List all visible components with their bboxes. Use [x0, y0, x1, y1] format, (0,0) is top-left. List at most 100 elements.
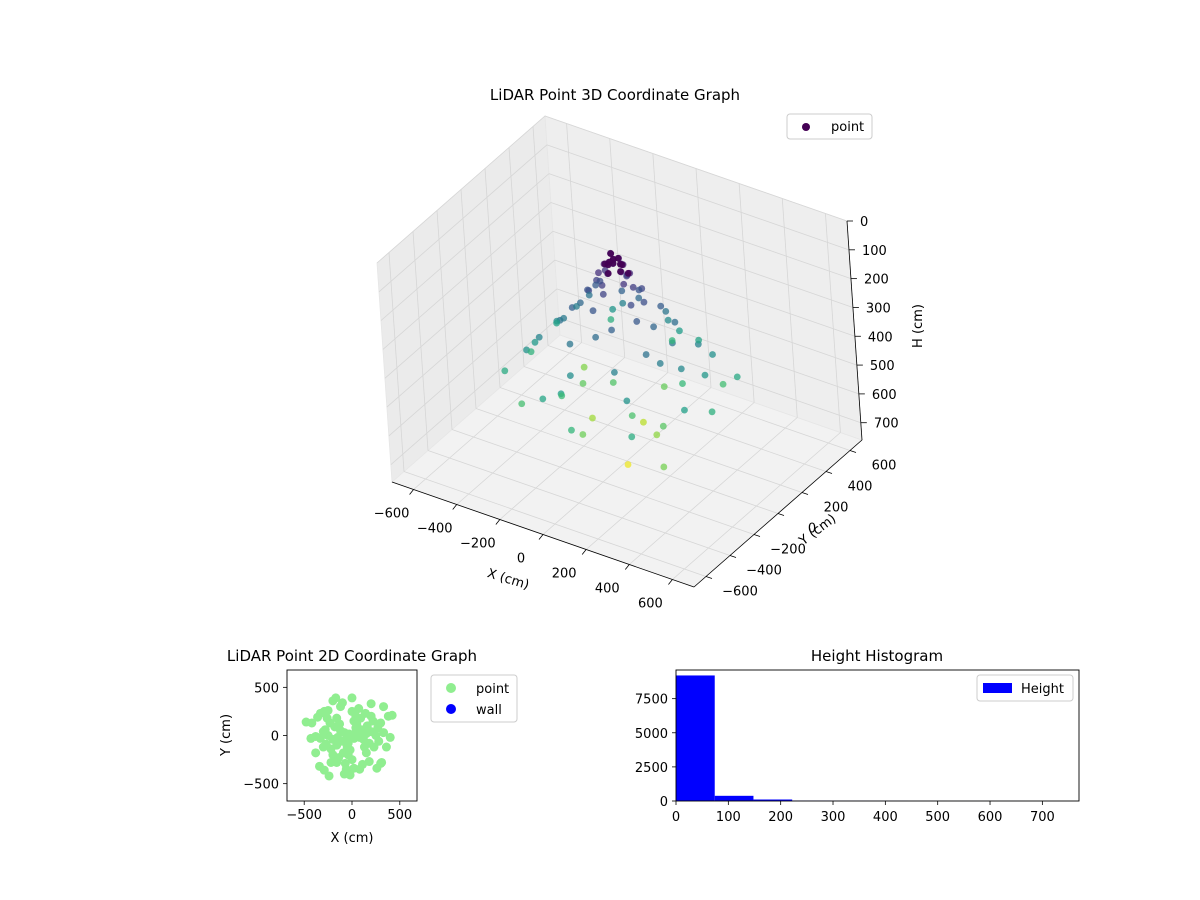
- data-point-3d: [501, 367, 509, 375]
- grid-line-y: [484, 168, 501, 388]
- chart-2d-legend-point-marker: [446, 683, 456, 693]
- chart-2d-legend-wall-marker: [446, 704, 456, 714]
- data-point-3d: [596, 277, 604, 285]
- grid-line-y: [508, 147, 525, 367]
- data-point-2d-point: [387, 710, 397, 720]
- tick-mark-y: [729, 555, 737, 558]
- tick-label-z: 700: [874, 417, 899, 432]
- data-point-2d-point: [366, 699, 376, 709]
- tick-mark-x: [452, 504, 458, 510]
- data-point-3d: [620, 280, 628, 288]
- data-point-3d: [708, 408, 716, 416]
- grid-line-z: [546, 144, 850, 251]
- data-point-3d: [640, 298, 648, 306]
- data-point-3d: [656, 360, 664, 367]
- data-point-2d-point: [376, 718, 386, 728]
- data-point-2d-point: [324, 771, 334, 781]
- data-point-3d: [584, 286, 591, 294]
- tick-label-2d-y: 500: [254, 681, 279, 696]
- tick-mark-y: [753, 534, 761, 537]
- data-point-3d: [589, 414, 596, 422]
- data-point-3d: [679, 380, 686, 387]
- grid-line-y: [475, 408, 779, 514]
- data-point-3d: [560, 314, 568, 322]
- data-point-3d: [624, 269, 632, 277]
- histogram-tick-label-x: 300: [821, 810, 846, 825]
- grid-line-x: [609, 138, 626, 358]
- data-point-3d: [627, 301, 635, 309]
- histogram-ticks: 0 100 200 300 400 500 600 700 0 2500 5000 7500: [635, 693, 1055, 825]
- histogram-bar: [714, 795, 754, 801]
- chart-2d-title: LiDAR Point 2D Coordinate Graph: [227, 647, 477, 665]
- data-point-2d-point: [359, 742, 369, 752]
- histogram-legend: Height: [976, 674, 1074, 702]
- data-point-2d-point: [347, 693, 357, 703]
- data-point-2d-point: [379, 728, 389, 738]
- tick-mark-x: [581, 549, 587, 555]
- data-point-3d: [614, 254, 622, 262]
- grid-line-z: [388, 288, 558, 437]
- data-point-2d-point: [318, 742, 328, 752]
- data-point-3d: [617, 268, 624, 275]
- data-point-3d: [616, 260, 624, 268]
- data-point-2d-point: [311, 748, 321, 758]
- chart-3d-legend: point: [786, 113, 873, 140]
- data-point-3d: [535, 333, 543, 341]
- tick-mark-x: [538, 534, 544, 540]
- grid-line-z: [558, 317, 861, 424]
- tick-label-z: 0: [860, 215, 868, 230]
- chart-3d: LiDAR Point 3D Coordinate Graph −600 −400…: [374, 86, 926, 612]
- data-point-2d-point: [364, 757, 374, 767]
- tick-label-x: −600: [374, 507, 410, 522]
- data-point-3d: [681, 406, 688, 414]
- tick-mark-y: [801, 492, 809, 495]
- data-point-2d-point: [335, 719, 345, 729]
- grid-line-z: [386, 259, 556, 408]
- data-point-2d-point: [355, 764, 365, 774]
- chart-2d-legend-wall-label: wall: [476, 703, 502, 718]
- data-point-3d: [671, 318, 679, 326]
- data-point-3d: [607, 250, 615, 258]
- data-point-3d: [558, 392, 566, 400]
- tick-label-y: −200: [770, 543, 806, 558]
- grid-line-z: [554, 259, 857, 366]
- data-point-3d: [609, 305, 617, 313]
- data-point-3d: [566, 372, 574, 380]
- histogram-title: Height Histogram: [811, 647, 943, 665]
- grid-line-y: [460, 189, 477, 409]
- data-point-3d: [623, 397, 631, 405]
- data-point-2d-point: [311, 731, 321, 741]
- grid-line-z: [550, 202, 854, 308]
- data-point-3d: [604, 261, 612, 269]
- tick-label-y: 600: [872, 459, 897, 474]
- histogram-legend-swatch: [983, 683, 1012, 693]
- data-point-3d: [579, 380, 587, 387]
- data-point-2d-point: [341, 764, 351, 774]
- data-point-3d: [709, 351, 716, 358]
- chart-3d-legend-marker: [802, 123, 810, 131]
- histogram-tick-label-y: 2500: [635, 761, 668, 776]
- data-point-3d: [664, 316, 672, 324]
- data-point-2d-point: [381, 742, 391, 752]
- data-point-3d: [676, 327, 683, 335]
- chart-3d-grid: [376, 115, 861, 580]
- histogram-frame: [675, 669, 1080, 802]
- grid-line-z: [552, 230, 856, 337]
- chart-3d-points: [501, 249, 741, 471]
- data-point-3d: [609, 379, 617, 386]
- grid-line-y: [523, 366, 827, 472]
- data-point-3d: [662, 308, 670, 315]
- data-point-3d: [580, 363, 588, 371]
- chart-histogram: Height Histogram 0 100 200 300 400 500 600 7000…: [635, 647, 1080, 825]
- data-point-3d: [585, 291, 593, 299]
- chart-2d-legend-point-label: point: [476, 682, 509, 697]
- data-point-3d: [633, 318, 641, 325]
- data-point-2d-point: [337, 698, 347, 708]
- data-point-2d-point: [374, 736, 384, 746]
- axis-line-z: [846, 220, 863, 441]
- grid-line-y: [547, 345, 851, 451]
- tick-mark-y: [705, 576, 713, 579]
- tick-mark-x: [668, 579, 673, 585]
- data-point-2d-point: [366, 711, 376, 721]
- data-point-3d: [608, 326, 615, 334]
